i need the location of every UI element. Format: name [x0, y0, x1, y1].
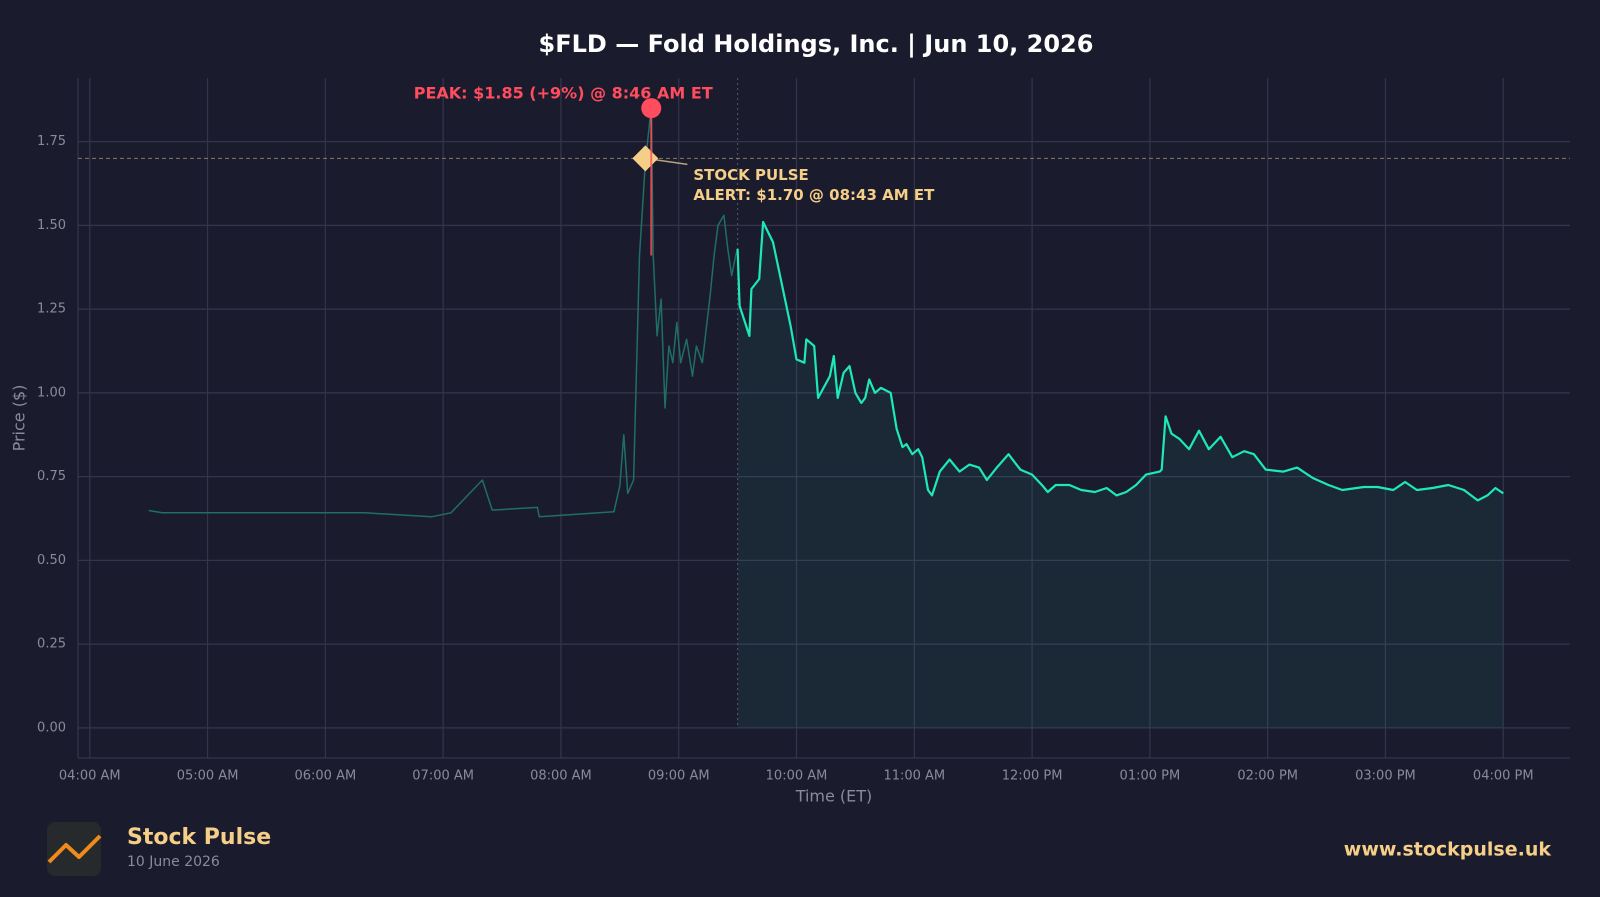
x-tick-label: 05:00 AM — [177, 769, 239, 784]
x-tick-label: 12:00 PM — [1002, 769, 1063, 784]
x-tick-label: 06:00 AM — [294, 769, 356, 784]
y-tick-label: 1.75 — [37, 134, 66, 149]
x-tick-label: 03:00 PM — [1355, 769, 1416, 784]
y-tick-label: 0.25 — [37, 637, 66, 652]
x-tick-label: 04:00 PM — [1473, 769, 1534, 784]
brand-date: 10 June 2026 — [127, 854, 220, 870]
peak-marker — [641, 98, 662, 119]
website-url: www.stockpulse.uk — [1344, 839, 1552, 861]
alert-label: STOCK PULSE — [693, 166, 808, 184]
x-tick-label: 04:00 AM — [59, 769, 121, 784]
x-tick-label: 11:00 AM — [883, 769, 945, 784]
y-tick-label: 1.00 — [37, 385, 66, 400]
x-tick-label: 01:00 PM — [1120, 769, 1181, 784]
y-tick-label: 0.50 — [37, 553, 66, 568]
x-tick-label: 08:00 AM — [530, 769, 592, 784]
y-tick-label: 0.00 — [37, 720, 66, 735]
peak-label: PEAK: $1.85 (+9%) @ 8:46 AM ET — [414, 84, 713, 103]
area — [737, 222, 1504, 728]
x-tick-label: 02:00 PM — [1237, 769, 1298, 784]
chart-title: $FLD — Fold Holdings, Inc. | Jun 10, 202… — [539, 30, 1094, 58]
line — [736, 220, 1504, 502]
line — [148, 107, 739, 518]
y-tick-label: 1.50 — [37, 218, 66, 233]
x-tick-label: 07:00 AM — [412, 769, 474, 784]
x-tick-label: 09:00 AM — [648, 769, 710, 784]
alert-label: ALERT: $1.70 @ 08:43 AM ET — [693, 186, 935, 204]
x-axis-label: Time (ET) — [795, 787, 873, 806]
x-tick-label: 10:00 AM — [766, 769, 828, 784]
y-tick-label: 0.75 — [37, 469, 66, 484]
logo — [47, 822, 102, 876]
y-tick-label: 1.25 — [37, 302, 66, 317]
y-axis-label: Price ($) — [10, 385, 29, 452]
brand-name: Stock Pulse — [127, 825, 271, 850]
